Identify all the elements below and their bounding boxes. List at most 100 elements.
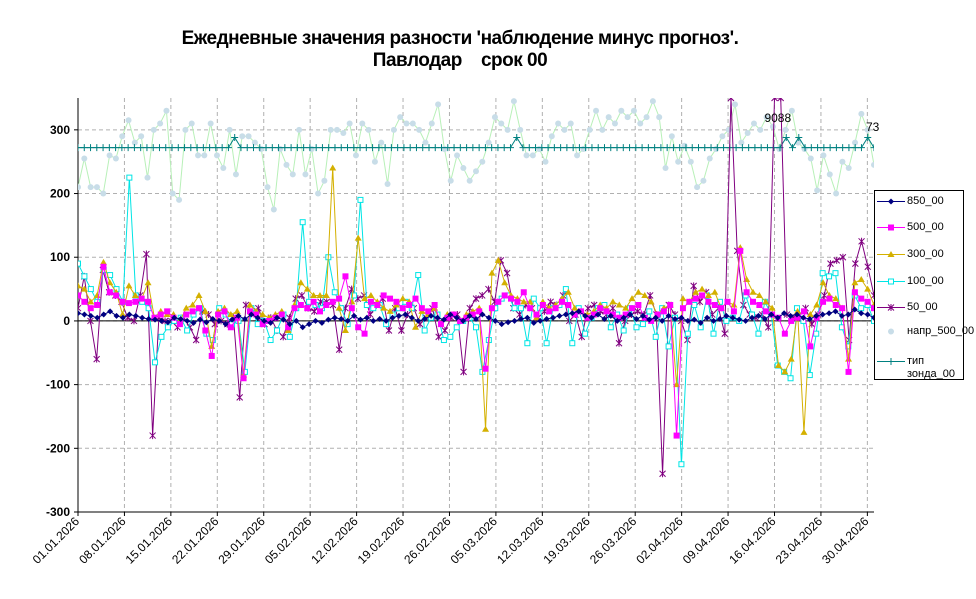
point-marker xyxy=(374,302,381,308)
point-marker xyxy=(565,302,572,308)
point-marker xyxy=(774,362,782,369)
point-marker xyxy=(686,298,693,305)
point-marker xyxy=(635,302,642,308)
point-marker xyxy=(296,126,303,133)
point-marker xyxy=(435,101,442,108)
point-marker xyxy=(675,158,682,165)
point-marker xyxy=(348,298,356,305)
series-500_00 xyxy=(78,247,874,439)
point-marker xyxy=(299,324,306,331)
point-marker xyxy=(231,133,239,141)
point-marker xyxy=(609,311,616,318)
point-marker xyxy=(99,258,107,265)
point-marker xyxy=(259,311,267,318)
point-marker xyxy=(611,120,618,127)
point-marker xyxy=(584,314,591,321)
point-marker xyxy=(719,133,726,140)
point-marker xyxy=(300,144,308,152)
point-marker xyxy=(251,139,258,146)
point-marker xyxy=(422,139,429,146)
point-marker xyxy=(447,177,454,184)
point-marker xyxy=(513,133,521,141)
point-marker xyxy=(723,317,730,324)
chart-title-line1: Ежедневные значения разности 'наблюдение… xyxy=(181,28,739,49)
point-marker xyxy=(713,144,721,152)
point-marker xyxy=(864,133,872,141)
point-marker xyxy=(690,282,698,290)
point-marker xyxy=(291,305,298,312)
point-marker xyxy=(450,144,458,152)
point-marker xyxy=(87,144,95,152)
point-marker xyxy=(647,298,655,305)
point-marker xyxy=(494,256,502,263)
point-marker xyxy=(267,337,274,344)
point-marker xyxy=(158,317,165,324)
point-marker xyxy=(256,144,264,152)
point-marker xyxy=(652,314,659,321)
point-marker xyxy=(450,311,457,318)
point-marker xyxy=(864,311,871,318)
point-marker xyxy=(412,323,420,330)
point-marker xyxy=(789,144,797,152)
point-marker xyxy=(852,139,859,146)
point-marker xyxy=(498,321,505,328)
point-marker xyxy=(800,428,808,435)
point-marker xyxy=(261,317,268,324)
point-marker xyxy=(673,381,681,388)
point-marker xyxy=(428,312,435,319)
point-marker xyxy=(781,310,788,317)
point-marker xyxy=(651,144,659,152)
point-marker xyxy=(118,144,126,152)
point-marker xyxy=(542,158,549,165)
point-marker xyxy=(152,316,159,323)
point-marker xyxy=(659,470,666,478)
point-marker xyxy=(415,317,422,324)
point-marker xyxy=(126,174,133,181)
point-marker xyxy=(787,312,794,319)
point-marker xyxy=(184,317,191,324)
point-marker xyxy=(839,158,846,165)
point-marker xyxy=(100,190,107,197)
point-marker xyxy=(235,312,242,319)
point-marker xyxy=(858,310,865,317)
point-marker xyxy=(691,316,698,323)
point-marker xyxy=(704,314,711,321)
point-marker xyxy=(639,312,646,319)
point-marker xyxy=(857,276,865,283)
point-marker xyxy=(679,295,687,302)
point-marker xyxy=(614,317,621,324)
point-marker xyxy=(275,144,283,152)
point-marker xyxy=(356,144,364,152)
point-marker xyxy=(495,298,502,305)
point-marker xyxy=(488,305,495,312)
point-marker xyxy=(370,305,377,312)
point-marker xyxy=(425,144,433,152)
point-marker xyxy=(582,144,590,152)
point-marker xyxy=(164,324,171,331)
point-marker xyxy=(692,288,700,295)
x-tick-label: 22.01.2026 xyxy=(169,514,222,567)
point-marker xyxy=(646,316,653,323)
point-marker xyxy=(755,312,762,319)
point-marker xyxy=(552,305,559,312)
point-marker xyxy=(793,311,800,318)
legend-swatch xyxy=(877,304,905,311)
point-marker xyxy=(845,144,853,152)
point-marker xyxy=(124,144,132,152)
point-marker xyxy=(126,311,133,318)
point-marker xyxy=(711,302,718,308)
point-marker xyxy=(335,304,343,311)
point-marker xyxy=(125,300,132,307)
point-marker xyxy=(145,298,152,305)
point-marker xyxy=(131,291,139,298)
point-marker xyxy=(814,144,822,152)
point-marker xyxy=(871,317,874,324)
point-marker xyxy=(78,184,81,191)
point-marker xyxy=(329,298,336,305)
point-marker xyxy=(652,333,659,340)
point-marker xyxy=(813,301,821,308)
point-marker xyxy=(738,139,745,146)
point-marker xyxy=(286,321,293,328)
point-marker xyxy=(99,144,107,152)
point-marker xyxy=(820,152,827,159)
